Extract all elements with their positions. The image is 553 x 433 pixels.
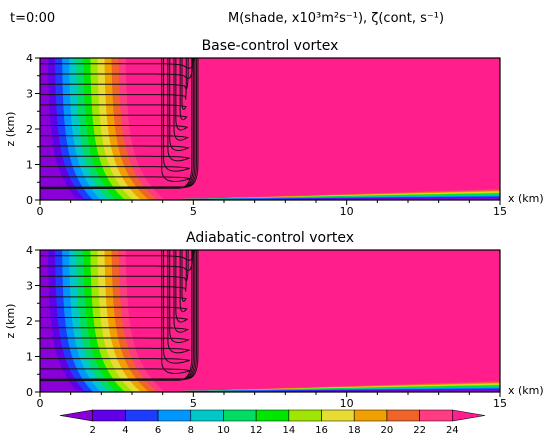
colorbar-swatch: [59, 409, 93, 422]
colorbar-label: 12: [250, 425, 263, 433]
colorbar-swatch: [125, 409, 159, 422]
zeta-contour: [40, 58, 195, 69]
colorbar-swatch: [353, 409, 388, 422]
zeta-contour: [40, 58, 190, 172]
x-tick-label: 15: [493, 205, 507, 218]
colorbar-swatch: [288, 409, 322, 422]
zeta-contour: [40, 250, 187, 302]
shade-band: [40, 58, 500, 200]
colorbar-swatch: [419, 409, 453, 422]
zeta-contour: [40, 58, 193, 79]
y-tick-label: 3: [26, 88, 33, 101]
zeta-contour: [40, 250, 199, 380]
panel-adiabatic-control: Adiabatic-control vortex 0 5 10 15 0 1 2 3 4 x (k…: [4, 230, 544, 410]
zeta-contour: [40, 58, 187, 110]
zeta-contour: [40, 250, 187, 292]
zeta-contour: [40, 250, 191, 374]
shade-band: [40, 250, 500, 392]
zeta-contour: [40, 58, 189, 131]
x-tick-label: 10: [340, 205, 354, 218]
zeta-contour: [40, 250, 189, 323]
x-tick-label: 5: [190, 397, 197, 410]
colorbar-label: 20: [381, 425, 394, 433]
colorbar-label: 6: [155, 425, 161, 433]
zeta-contour: [40, 250, 190, 364]
colorbar-swatch: [190, 409, 224, 422]
colorbar-label: 4: [122, 425, 128, 433]
plot-area: [40, 250, 500, 392]
zeta-contour: [40, 58, 191, 151]
panel-base-control: Base-control vortex 0 5 10 15 0 1 2 3 4 x (km) z (…: [4, 38, 544, 218]
zeta-contour: [40, 250, 190, 333]
x-axis-label: x (km): [508, 192, 544, 205]
y-tick-label: 1: [26, 159, 33, 172]
x-axis-label: x (km): [508, 384, 544, 397]
zeta-contour: [40, 58, 187, 100]
y-tick-label: 4: [26, 52, 33, 65]
colorbar-label: 16: [315, 425, 328, 433]
zeta-contour: [40, 58, 188, 121]
y-tick-label: 2: [26, 315, 33, 328]
colorbar-swatch: [452, 409, 486, 422]
zeta-contour: [40, 250, 193, 271]
x-tick-label: 0: [37, 205, 44, 218]
colorbar-label: 8: [188, 425, 194, 433]
colorbar-label: 22: [413, 425, 426, 433]
y-tick-label: 1: [26, 351, 33, 364]
colorbar-swatch: [157, 409, 192, 422]
field-label: M(shade, x10³m²s⁻¹), ζ(cont, s⁻¹): [228, 11, 444, 26]
x-tick-label: 0: [37, 397, 44, 410]
colorbar-swatch: [321, 409, 355, 422]
x-tick-label: 15: [493, 397, 507, 410]
zeta-contour: [40, 250, 195, 261]
colorbar-swatch: [255, 409, 290, 422]
y-axis-label: z (km): [4, 304, 17, 339]
y-tick-label: 3: [26, 280, 33, 293]
y-tick-label: 0: [26, 386, 33, 399]
colorbar-swatch: [223, 409, 257, 422]
zeta-contour: [40, 250, 191, 343]
colorbar-label: 2: [90, 425, 96, 433]
zeta-contour: [40, 58, 191, 182]
panel-title: Base-control vortex: [202, 38, 339, 54]
colorbar: 2 4 6 8 10 12 14 16 18 20 22 24: [59, 409, 486, 433]
y-tick-label: 2: [26, 123, 33, 136]
colorbar-swatch: [92, 409, 126, 422]
zeta-contour: [40, 58, 189, 90]
zeta-contour: [40, 250, 189, 282]
time-label: t=0:00: [10, 11, 55, 26]
zeta-contour: [40, 58, 199, 188]
y-tick-label: 0: [26, 194, 33, 207]
y-tick-label: 4: [26, 244, 33, 257]
plot-area: [40, 58, 500, 200]
y-axis-label: z (km): [4, 112, 17, 147]
zeta-contour: [40, 250, 191, 354]
zeta-contour: [40, 58, 191, 162]
colorbar-label: 14: [282, 425, 295, 433]
colorbar-label: 24: [446, 425, 459, 433]
colorbar-swatch: [386, 409, 420, 422]
colorbar-label: 10: [217, 425, 230, 433]
x-tick-label: 10: [340, 397, 354, 410]
zeta-contour: [40, 250, 188, 313]
zeta-contour: [40, 58, 190, 141]
panel-title: Adiabatic-control vortex: [186, 230, 354, 246]
x-tick-label: 5: [190, 205, 197, 218]
colorbar-label: 18: [348, 425, 361, 433]
